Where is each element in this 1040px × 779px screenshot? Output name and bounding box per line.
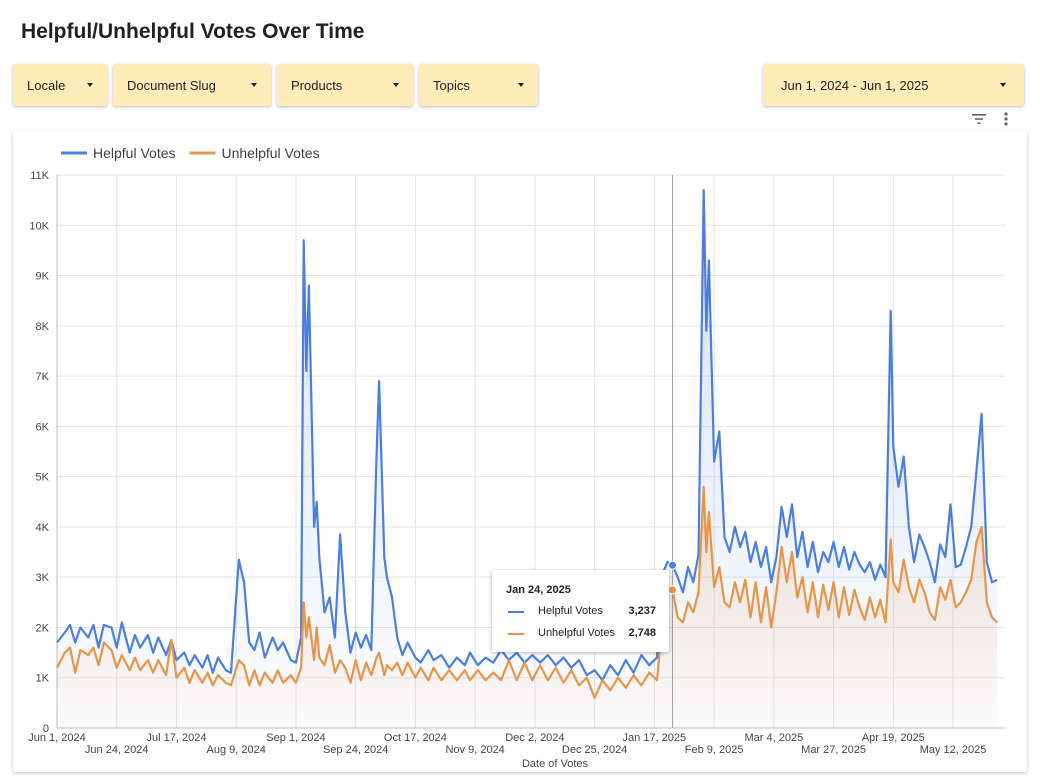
y-tick-label: 11K: [30, 170, 49, 182]
x-tick-label: Jun 1, 2024: [28, 732, 86, 744]
caret-down-icon: [1000, 83, 1006, 87]
topics-filter[interactable]: Topics: [419, 64, 538, 106]
y-tick-label: 9K: [36, 271, 50, 283]
x-tick-label: Mar 4, 2025: [744, 732, 803, 744]
caret-down-icon: [87, 83, 93, 87]
tooltip-date: Jan 24, 2025: [506, 584, 571, 596]
date-range-filter[interactable]: Jun 1, 2024 - Jun 1, 2025: [763, 64, 1024, 106]
x-tick-label: Jul 17, 2024: [147, 732, 207, 744]
tooltip-series-value: 3,237: [628, 605, 656, 617]
x-tick-label: Dec 2, 2024: [505, 732, 564, 744]
products-filter-label: Products: [291, 77, 343, 93]
y-tick-label: 5K: [36, 472, 50, 484]
tooltip-row-unhelpful: Unhelpful Votes 2,748: [508, 627, 656, 641]
more-vert-icon[interactable]: [997, 110, 1015, 128]
helpful-votes-area: [57, 190, 998, 729]
topics-filter-label: Topics: [433, 77, 470, 93]
y-tick-label: 10K: [29, 220, 49, 232]
votes-chart[interactable]: 0 1K 2K 3K 4K 5K 6K 7K 8K 9K 10K 11K Jun 1, 2024Jun …: [13, 131, 1027, 772]
document-slug-filter[interactable]: Document Slug: [113, 64, 271, 106]
x-tick-label: Mar 27, 2025: [801, 744, 866, 756]
tooltip-row-helpful: Helpful Votes 3,237: [508, 605, 656, 619]
x-tick-label: Nov 9, 2024: [445, 744, 504, 756]
y-tick-label: 3K: [36, 572, 50, 584]
locale-filter-label: Locale: [27, 77, 66, 93]
x-tick-label: Sep 1, 2024: [266, 732, 325, 744]
x-axis-title: Date of Votes: [522, 758, 589, 770]
x-tick-label: Jan 17, 2025: [623, 732, 687, 744]
caret-down-icon: [518, 83, 524, 87]
caret-down-icon: [393, 83, 399, 87]
y-tick-label: 1K: [36, 673, 50, 685]
helpful-votes-line: [56, 189, 998, 682]
unhelpful-hover-point: [668, 585, 678, 595]
products-filter[interactable]: Products: [277, 64, 413, 106]
page-title: Helpful/Unhelpful Votes Over Time: [21, 20, 365, 43]
y-tick-label: 2K: [36, 622, 50, 634]
tooltip-series-name: Unhelpful Votes: [538, 627, 616, 639]
unhelpful-votes-area: [57, 486, 998, 728]
x-tick-label: Oct 17, 2024: [384, 732, 447, 744]
filter-bar: Locale Document Slug Products Topics Jun…: [0, 0, 1040, 110]
y-tick-label: 4K: [36, 522, 50, 534]
tooltip-series-value: 2,748: [628, 627, 656, 639]
x-tick-label: Aug 9, 2024: [207, 744, 266, 756]
chart-tooltip: Jan 24, 2025 Helpful Votes 3,237 Unhelpf…: [492, 570, 669, 652]
unhelpful-votes-legend-label: Unhelpful Votes: [222, 145, 320, 161]
helpful-votes-legend-label: Helpful Votes: [93, 145, 176, 161]
y-tick-label: 6K: [36, 421, 50, 433]
filter-list-icon[interactable]: [970, 110, 988, 128]
tooltip-series-name: Helpful Votes: [538, 605, 603, 617]
unhelpful-swatch: [508, 633, 524, 635]
y-tick-label: 8K: [36, 321, 50, 333]
document-slug-filter-label: Document Slug: [127, 77, 216, 93]
x-tick-label: May 12, 2025: [920, 744, 987, 756]
caret-down-icon: [251, 83, 257, 87]
x-tick-label: Jun 24, 2024: [85, 744, 149, 756]
locale-filter[interactable]: Locale: [13, 64, 107, 106]
date-range-label: Jun 1, 2024 - Jun 1, 2025: [781, 77, 929, 93]
x-tick-label: Feb 9, 2025: [685, 744, 744, 756]
y-tick-label: 0: [43, 723, 49, 735]
helpful-swatch: [508, 611, 524, 613]
helpful-hover-point: [668, 560, 678, 570]
chart-card: 0 1K 2K 3K 4K 5K 6K 7K 8K 9K 10K 11K Jun 1, 2024 Jun …: [13, 131, 1027, 772]
x-tick-label: Dec 25, 2024: [562, 744, 627, 756]
x-tick-label: Apr 19, 2025: [862, 732, 925, 744]
x-tick-label: Sep 24, 2024: [323, 744, 388, 756]
unhelpful-votes-line: [56, 485, 998, 699]
y-tick-label: 7K: [36, 371, 50, 383]
